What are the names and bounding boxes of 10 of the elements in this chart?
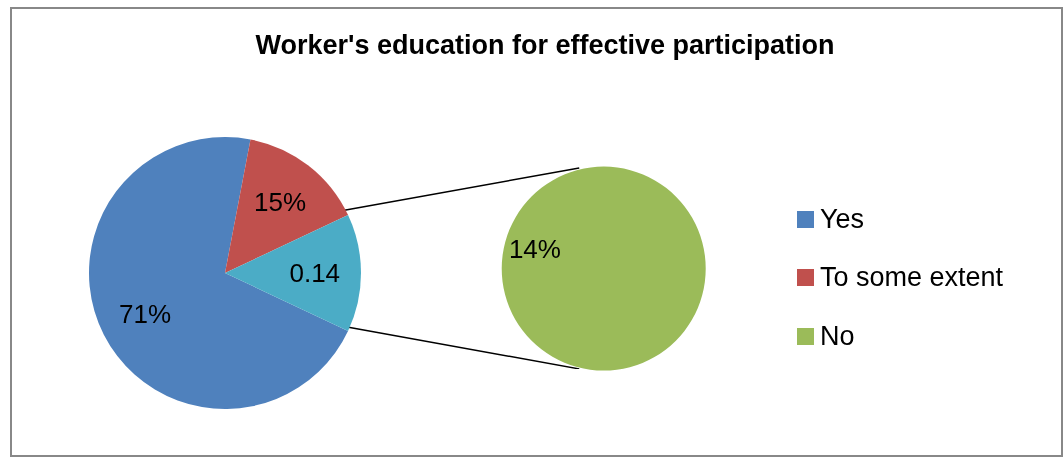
pie-slice bbox=[89, 137, 349, 409]
legend-label: Yes bbox=[820, 203, 865, 235]
chart-title: Worker's education for effective participation bbox=[254, 30, 836, 61]
text: 0.14 bbox=[289, 258, 341, 288]
data-label: 14% bbox=[508, 233, 561, 264]
pie-slice bbox=[225, 215, 361, 331]
data-label: 71% bbox=[119, 298, 172, 329]
data-label: 15% bbox=[253, 187, 307, 218]
legend-label: To some extent bbox=[820, 262, 1004, 294]
legend-label: No bbox=[820, 320, 855, 352]
